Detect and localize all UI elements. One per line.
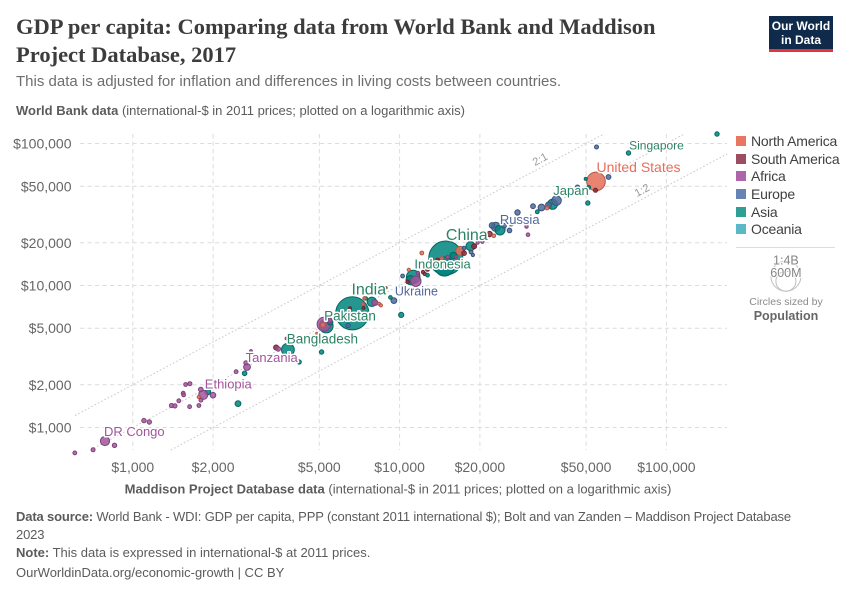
svg-text:2:1: 2:1: [531, 151, 550, 169]
svg-text:Ethiopia: Ethiopia: [205, 377, 253, 392]
svg-text:600M: 600M: [770, 266, 801, 280]
svg-text:1:2: 1:2: [633, 182, 652, 200]
svg-text:$10,000: $10,000: [374, 459, 425, 475]
svg-text:$1,000: $1,000: [29, 420, 72, 436]
svg-text:Indonesia: Indonesia: [414, 257, 471, 272]
svg-text:DR Congo: DR Congo: [104, 424, 165, 439]
svg-text:Bangladesh: Bangladesh: [287, 332, 358, 347]
svg-text:India: India: [351, 281, 386, 298]
svg-text:United States: United States: [596, 159, 680, 175]
svg-text:Pakistan: Pakistan: [324, 308, 376, 323]
svg-text:$20,000: $20,000: [455, 459, 506, 475]
svg-text:$5,000: $5,000: [298, 459, 341, 475]
svg-text:Japan: Japan: [553, 183, 588, 198]
svg-text:Russia: Russia: [500, 212, 541, 227]
svg-text:$100,000: $100,000: [637, 459, 696, 475]
svg-text:$10,000: $10,000: [21, 278, 72, 294]
svg-text:$5,000: $5,000: [29, 320, 72, 336]
svg-text:$100,000: $100,000: [13, 136, 72, 152]
svg-text:$50,000: $50,000: [561, 459, 612, 475]
svg-text:$50,000: $50,000: [21, 178, 72, 194]
svg-text:Tanzania: Tanzania: [246, 350, 299, 365]
svg-text:$1,000: $1,000: [111, 459, 154, 475]
svg-text:Singapore: Singapore: [629, 139, 684, 153]
svg-text:Maddison Project Database data: Maddison Project Database data (internat…: [125, 482, 672, 497]
svg-text:$20,000: $20,000: [21, 235, 72, 251]
svg-text:$2,000: $2,000: [29, 377, 72, 393]
svg-text:$2,000: $2,000: [192, 459, 235, 475]
svg-text:1:4B: 1:4B: [773, 254, 799, 268]
svg-text:China: China: [446, 227, 488, 244]
svg-text:Ukraine: Ukraine: [395, 285, 438, 299]
